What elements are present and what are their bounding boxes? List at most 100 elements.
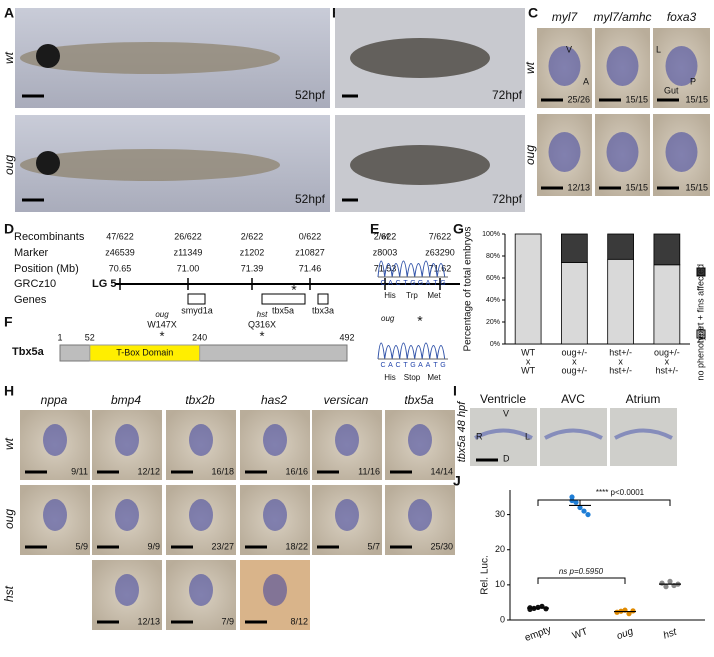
annotation: L bbox=[656, 44, 661, 54]
base: G bbox=[410, 280, 415, 287]
stain bbox=[115, 499, 139, 531]
bar bbox=[607, 233, 634, 260]
count-label: 16/16 bbox=[285, 466, 308, 476]
residue: 1 bbox=[57, 332, 62, 342]
count-label: 15/15 bbox=[685, 182, 708, 192]
x-tick-label: oug+/- bbox=[561, 347, 587, 357]
bracket bbox=[537, 577, 626, 584]
tissue bbox=[614, 428, 673, 440]
mark: * bbox=[291, 282, 297, 298]
codon: Met bbox=[427, 291, 441, 300]
base: G bbox=[440, 280, 445, 287]
x-tick-label: x bbox=[618, 356, 623, 366]
base: T bbox=[403, 280, 408, 287]
x-tick-label: x bbox=[665, 356, 670, 366]
y-tick-label: 20% bbox=[486, 319, 500, 326]
point bbox=[577, 504, 583, 511]
region-label: Atrium bbox=[626, 392, 661, 406]
gene-box bbox=[187, 293, 206, 305]
legend-swatch bbox=[696, 267, 706, 277]
position: 70.65 bbox=[109, 263, 132, 273]
chromatogram bbox=[377, 260, 446, 278]
marker: z46539 bbox=[105, 247, 135, 257]
marker: z1202 bbox=[240, 247, 265, 257]
x-tick-label: x bbox=[572, 356, 577, 366]
embryo bbox=[350, 145, 490, 185]
bar bbox=[653, 233, 681, 266]
point bbox=[667, 578, 673, 584]
annotation: **** p<0.0001 bbox=[596, 488, 645, 497]
allele: oug bbox=[155, 310, 169, 319]
x-tick-label: hst+/- bbox=[609, 365, 632, 375]
panel-label: A bbox=[4, 5, 14, 21]
bar bbox=[653, 264, 681, 345]
embryo bbox=[20, 42, 280, 74]
annotation: L bbox=[525, 431, 530, 441]
position: 71.62 bbox=[429, 263, 452, 273]
recombinants: 26/622 bbox=[174, 231, 202, 241]
marker: z10827 bbox=[295, 247, 325, 257]
panel-label: F bbox=[4, 314, 13, 330]
stain bbox=[408, 499, 432, 531]
gene-label: smyd1a bbox=[181, 305, 213, 315]
panel-label: I bbox=[453, 383, 457, 399]
marker: z63290 bbox=[425, 247, 455, 257]
x-tick-label: hst+/- bbox=[655, 365, 678, 375]
x-tick-label: empty bbox=[523, 624, 552, 644]
y-axis-label: Rel. Luc. bbox=[480, 555, 491, 594]
y-tick-label: 0 bbox=[500, 614, 505, 624]
recombinants: 47/622 bbox=[106, 231, 134, 241]
legend-label: no phenotype bbox=[695, 326, 705, 381]
stage-label: 52hpf bbox=[295, 88, 326, 102]
count-label: 5/7 bbox=[367, 541, 380, 551]
x-tick-label: x bbox=[526, 356, 531, 366]
position: 71.46 bbox=[299, 263, 322, 273]
tissue bbox=[474, 428, 533, 440]
mark: * bbox=[417, 313, 423, 329]
residue: 240 bbox=[192, 332, 207, 342]
bar bbox=[561, 262, 588, 345]
embryo bbox=[350, 38, 490, 78]
gene-box bbox=[261, 293, 306, 305]
bracket bbox=[537, 499, 671, 506]
annotation: V bbox=[566, 44, 572, 54]
genotype-label: oug bbox=[2, 509, 16, 529]
gene-label: tbx5a bbox=[272, 305, 294, 315]
stage-label: 72hpf bbox=[492, 192, 523, 206]
count-label: 12/13 bbox=[567, 182, 590, 192]
count-label: 9/11 bbox=[71, 466, 88, 476]
stain bbox=[335, 499, 359, 531]
genotype-label: wt bbox=[381, 232, 390, 241]
count-label: 16/18 bbox=[211, 466, 234, 476]
y-tick-label: 40% bbox=[486, 297, 500, 304]
count-label: 25/26 bbox=[567, 94, 590, 104]
y-tick-label: 80% bbox=[486, 253, 500, 260]
row-label: Recombinants bbox=[14, 231, 85, 243]
base: G bbox=[440, 362, 445, 369]
x-tick-label: WT bbox=[521, 365, 535, 375]
marker-label: myl7 bbox=[552, 10, 579, 24]
mutation: W147X bbox=[147, 319, 177, 329]
point bbox=[569, 497, 575, 504]
point bbox=[543, 606, 549, 612]
legend-swatch bbox=[696, 329, 706, 339]
recombinants: 0/622 bbox=[299, 231, 322, 241]
y-tick-label: 30 bbox=[495, 509, 505, 519]
panel-label: E bbox=[370, 221, 379, 237]
base: A bbox=[388, 362, 393, 369]
count-label: 8/12 bbox=[290, 616, 308, 626]
count-label: 12/13 bbox=[137, 616, 160, 626]
base: T bbox=[433, 362, 438, 369]
count-label: 18/22 bbox=[285, 541, 308, 551]
codon: Met bbox=[427, 373, 441, 382]
lg-label: LG 5 bbox=[92, 278, 116, 290]
region-label: AVC bbox=[561, 392, 585, 406]
panel-label: J bbox=[453, 473, 461, 489]
recombinants: 7/622 bbox=[429, 231, 452, 241]
base: A bbox=[426, 362, 431, 369]
marker: z8003 bbox=[373, 247, 398, 257]
eye bbox=[36, 44, 60, 68]
row-label: GRCz10 bbox=[14, 278, 56, 290]
y-tick-label: 0% bbox=[490, 341, 500, 348]
